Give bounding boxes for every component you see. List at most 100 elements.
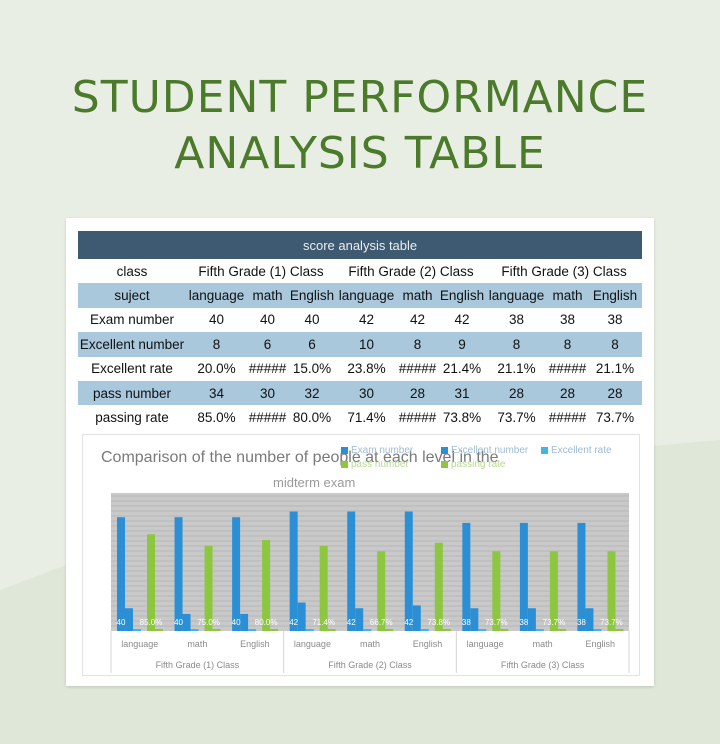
chart-title-line-2: midterm exam [273, 475, 356, 490]
subject-cell: language [186, 283, 247, 308]
table-cell: 6 [247, 332, 288, 357]
bar-exam-number [347, 511, 356, 631]
bar-excellent-rate [535, 629, 544, 631]
data-label: 42 [289, 618, 298, 627]
table-cell: 23.8% [336, 356, 397, 381]
class-2-header: Fifth Grade (2) Class [336, 259, 486, 284]
subject-cell: English [288, 283, 336, 308]
x-tick-label: math [533, 639, 553, 649]
table-row: Excellent rate 20.0% ##### 15.0% 23.8% #… [78, 356, 643, 381]
table-cell: 8 [397, 332, 438, 357]
table-cell: 42 [438, 307, 486, 333]
bar-exam-number [404, 511, 413, 631]
table-cell: 73.7% [588, 405, 643, 430]
table-cell: 10 [336, 332, 397, 357]
data-label: 85.0% [140, 618, 163, 627]
legend-item: passing rate [441, 459, 505, 470]
legend-swatch [441, 446, 448, 454]
x-tick-label: language [121, 639, 158, 649]
subject-cell: math [247, 283, 288, 308]
bar-pass-number [607, 551, 616, 631]
bar-excellent-number [585, 608, 594, 631]
bar-passing-rate [270, 629, 279, 631]
table-cell: 42 [336, 307, 397, 333]
bar-exam-number [117, 517, 125, 631]
subject-cell: language [486, 283, 547, 308]
table-cell: 30 [336, 380, 397, 406]
x-tick-label: language [294, 639, 331, 649]
table-cell: 38 [547, 307, 588, 333]
legend-label: Excellent number [451, 445, 529, 456]
bar-exam-number [519, 522, 528, 631]
bar-excellent-number [412, 605, 421, 631]
bar-excellent-number [355, 608, 364, 631]
table-cell: 15.0% [288, 356, 336, 381]
bar-excellent-rate [305, 629, 314, 631]
table-cell: ##### [547, 405, 588, 430]
bar-exam-number [289, 511, 298, 631]
table-cell: 21.1% [486, 356, 547, 381]
table-row: Excellent number 8 6 6 10 8 9 8 8 8 [78, 332, 643, 357]
table-cell: 8 [186, 332, 247, 357]
data-label: 73.7% [543, 618, 566, 627]
bar-exam-number [462, 522, 471, 631]
table-cell: ##### [247, 405, 288, 430]
class-label: class [78, 259, 186, 284]
table-cell: 28 [397, 380, 438, 406]
legend-item: pass number [341, 459, 409, 470]
bar-passing-rate [442, 629, 451, 631]
table-cell: 28 [547, 380, 588, 406]
bar-pass-number [549, 551, 558, 631]
table-cell: 38 [486, 307, 547, 333]
bar-excellent-rate [420, 629, 429, 631]
table-cell: 8 [486, 332, 547, 357]
table-cell: 32 [288, 380, 336, 406]
table-cell: ##### [247, 356, 288, 381]
data-label: 40 [232, 618, 241, 627]
bar-excellent-number [470, 608, 479, 631]
subject-cell: math [397, 283, 438, 308]
table-header: score analysis table [78, 231, 643, 259]
legend-swatch [441, 460, 448, 468]
chart-title: Comparison of the number of people at ea… [101, 449, 499, 466]
group-label: Fifth Grade (1) Class [156, 660, 240, 670]
data-label: 71.4% [312, 618, 335, 627]
legend-item: Excellent number [441, 445, 528, 456]
title-line-1: STUDENT PERFORMANCE [71, 72, 649, 123]
score-analysis-table: score analysis table class Fifth Grade (… [78, 231, 643, 430]
group-label: Fifth Grade (3) Class [501, 660, 585, 670]
table-cell: 31 [438, 380, 486, 406]
table-cell: ##### [397, 356, 438, 381]
subject-cell: English [438, 283, 486, 308]
table-cell: 30 [247, 380, 288, 406]
bar-passing-rate [327, 629, 336, 631]
legend-label: passing rate [451, 459, 506, 470]
table-cell: 40 [288, 307, 336, 333]
bar-pass-number [492, 551, 501, 631]
table-cell: ##### [547, 356, 588, 381]
table-cell: 73.8% [438, 405, 486, 430]
row-label: Exam number [78, 307, 186, 333]
bar-excellent-rate [478, 629, 487, 631]
bar-excellent-number [240, 613, 249, 631]
table-cell: 8 [547, 332, 588, 357]
bar-exam-number [577, 522, 586, 631]
data-label: 40 [117, 618, 126, 627]
legend-label: Exam number [351, 445, 414, 456]
x-tick-label: English [585, 639, 615, 649]
title-line-2: ANALYSIS TABLE [174, 128, 546, 179]
page-title: STUDENT PERFORMANCE ANALYSIS TABLE [0, 70, 720, 182]
bar-exam-number [174, 517, 183, 631]
table-row: Exam number 40 40 40 42 42 42 38 38 38 [78, 307, 643, 333]
legend-swatch [341, 460, 348, 468]
class-1-header: Fifth Grade (1) Class [186, 259, 336, 284]
legend-swatch [341, 446, 348, 454]
bar-pass-number [319, 545, 328, 631]
row-label: Excellent number [78, 332, 186, 357]
x-tick-label: math [360, 639, 380, 649]
table-cell: 73.7% [486, 405, 547, 430]
x-tick-label: English [240, 639, 270, 649]
data-label: 73.7% [600, 618, 623, 627]
table-cell: 20.0% [186, 356, 247, 381]
table-cell: 34 [186, 380, 247, 406]
